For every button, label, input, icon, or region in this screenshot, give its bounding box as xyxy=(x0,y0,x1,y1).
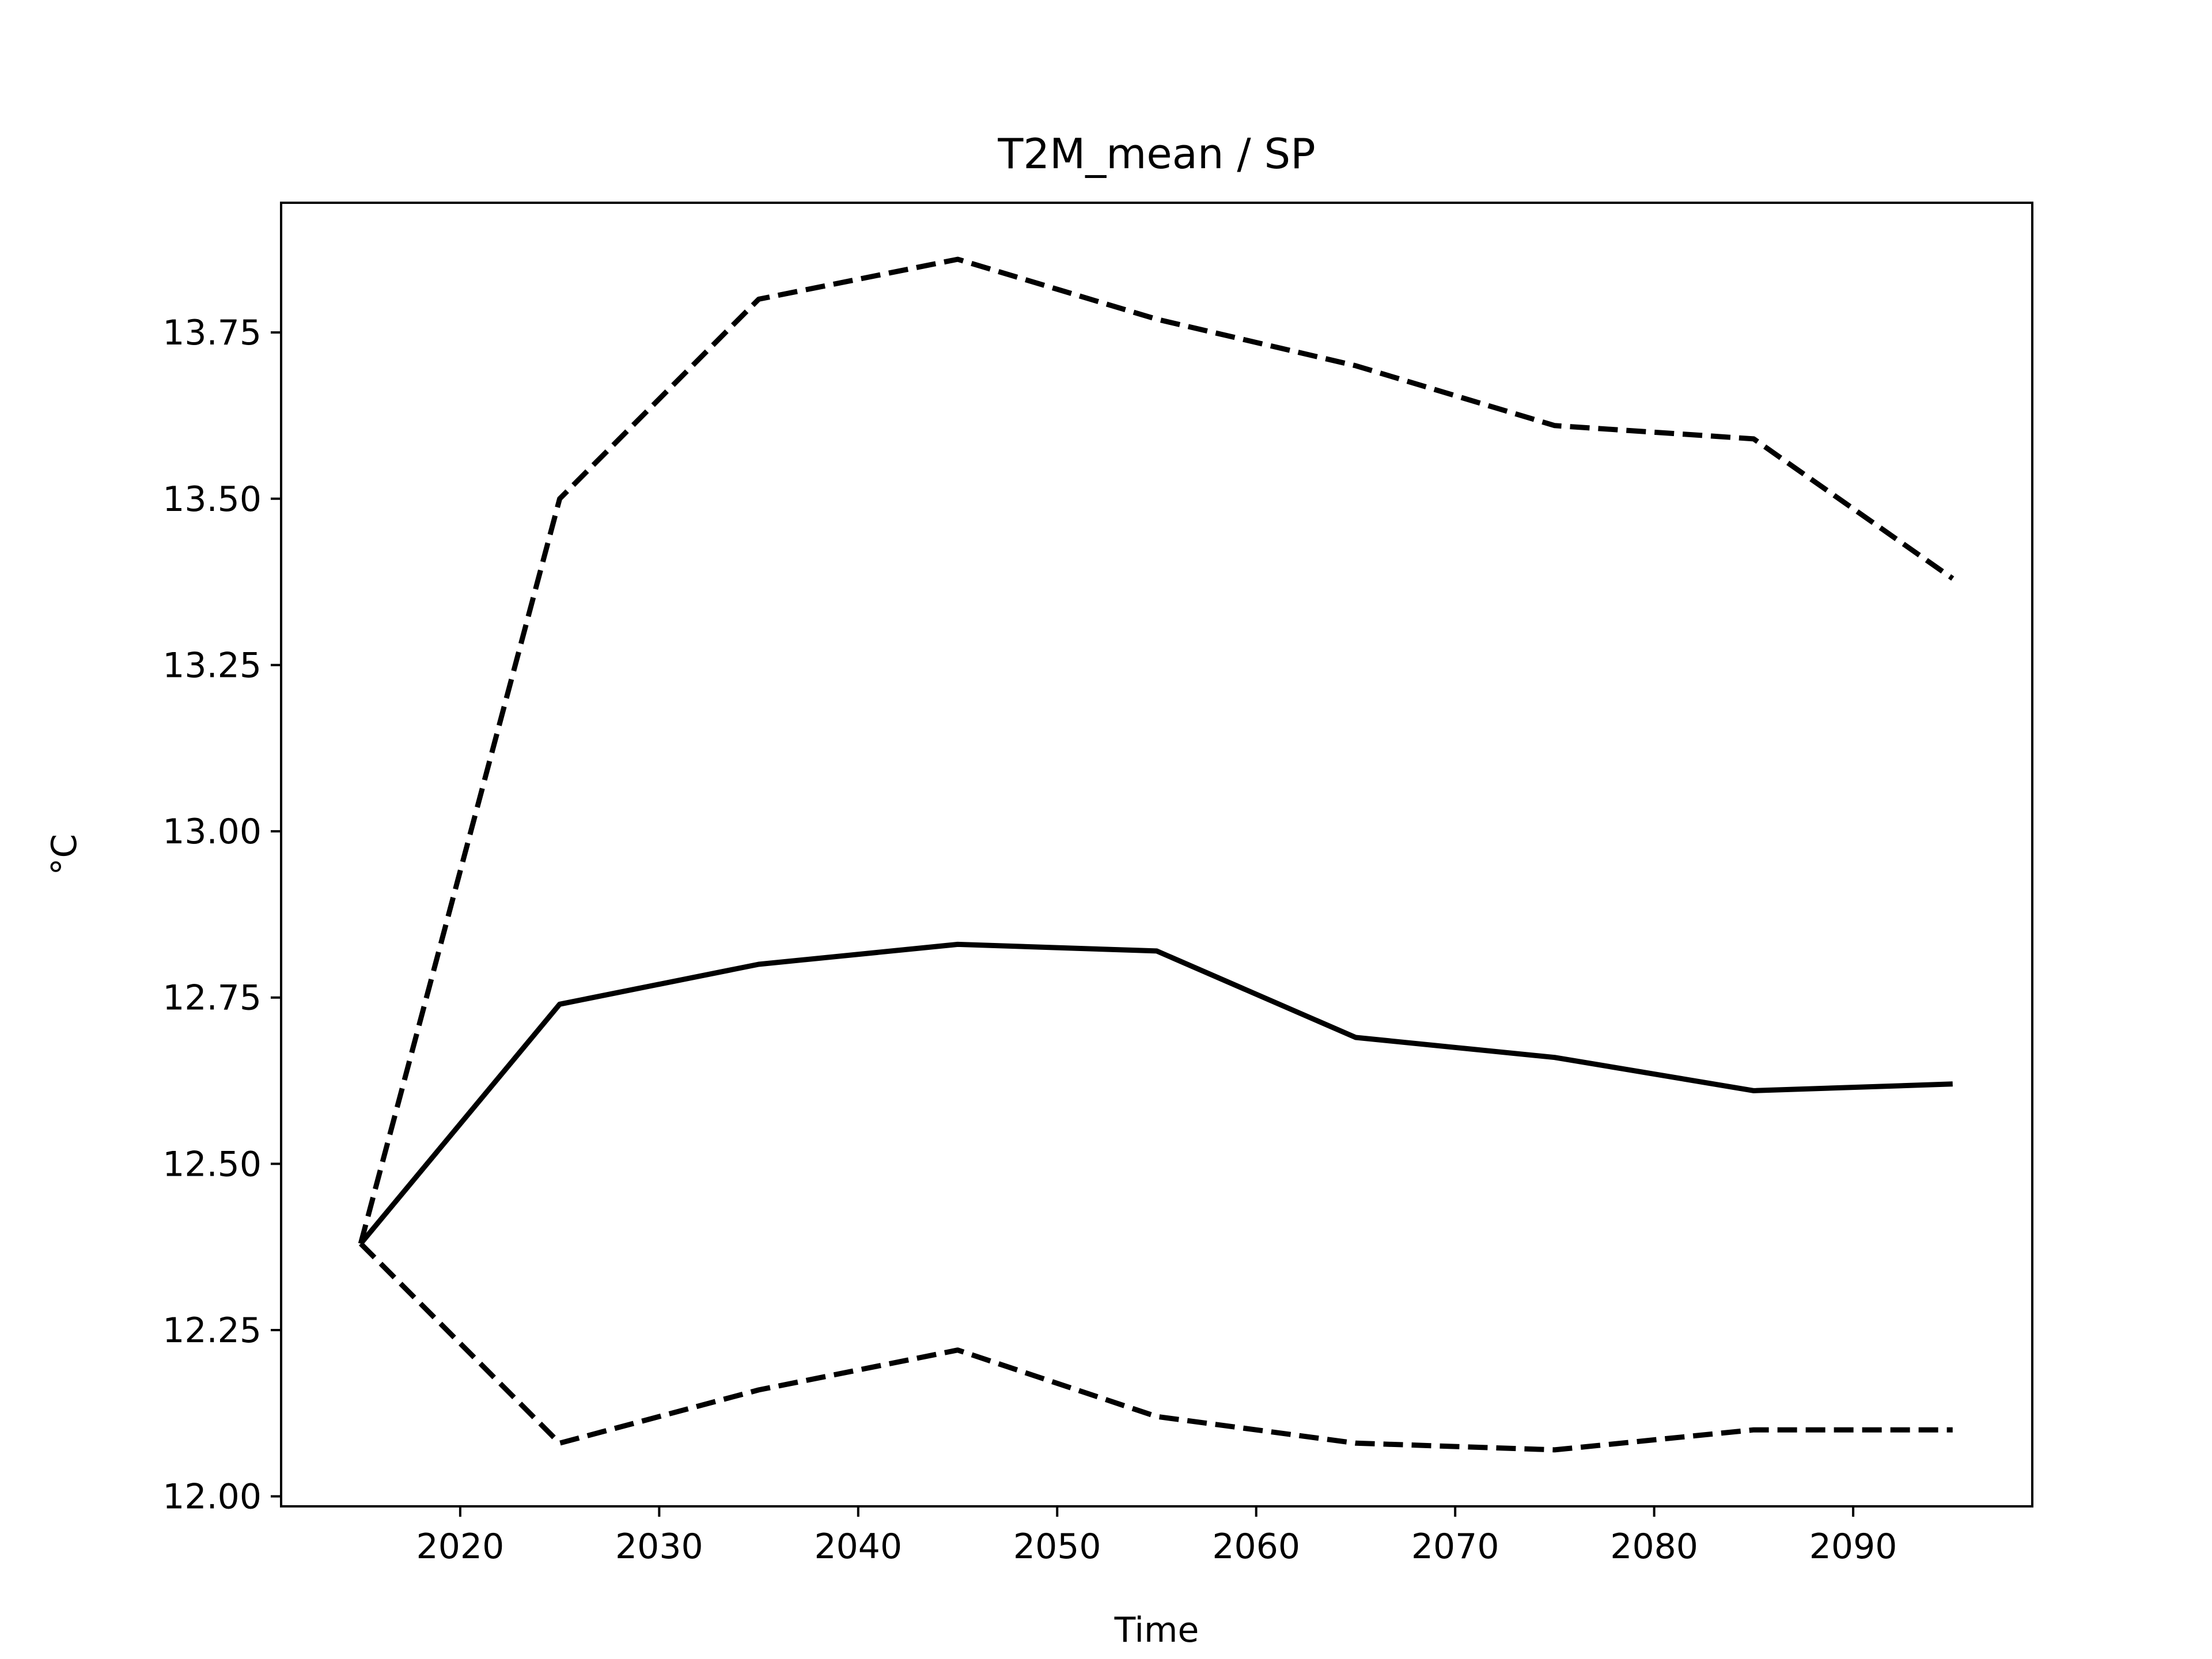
x-tick-label: 2050 xyxy=(1013,1527,1101,1567)
series-line-0 xyxy=(358,256,1955,1245)
y-tick-label: 12.25 xyxy=(162,1310,262,1351)
x-tick-label: 2090 xyxy=(1809,1527,1897,1567)
y-tick-label: 13.00 xyxy=(162,812,262,852)
axes-frame xyxy=(280,202,2033,1508)
x-axis-label: Time xyxy=(1114,1610,1199,1650)
series-line-2 xyxy=(359,1241,1953,1453)
x-tick-label: 2070 xyxy=(1411,1527,1499,1567)
x-tick-label: 2040 xyxy=(814,1527,902,1567)
plot-area xyxy=(358,256,1955,1453)
y-tick-label: 13.25 xyxy=(162,645,262,685)
x-axis: 2020 2030 2040 2050 2060 2070 2080 2090 xyxy=(416,1506,1897,1567)
y-tick-label: 13.50 xyxy=(162,479,262,520)
y-tick-label: 12.75 xyxy=(162,978,262,1018)
y-axis-label: °C xyxy=(44,834,85,876)
x-tick-label: 2080 xyxy=(1610,1527,1698,1567)
y-tick-label: 12.00 xyxy=(162,1477,262,1517)
x-tick-label: 2060 xyxy=(1212,1527,1300,1567)
y-tick-label: 12.50 xyxy=(162,1144,262,1184)
x-tick-label: 2030 xyxy=(615,1527,703,1567)
y-tick-label: 13.75 xyxy=(162,313,262,353)
series-line-1 xyxy=(358,941,1953,1245)
x-tick-label: 2020 xyxy=(416,1527,505,1567)
chart-title: T2M_mean / SP xyxy=(997,130,1315,178)
y-axis: 12.00 12.25 12.50 12.75 13.00 13.25 13.50 13.75 xyxy=(162,313,281,1517)
